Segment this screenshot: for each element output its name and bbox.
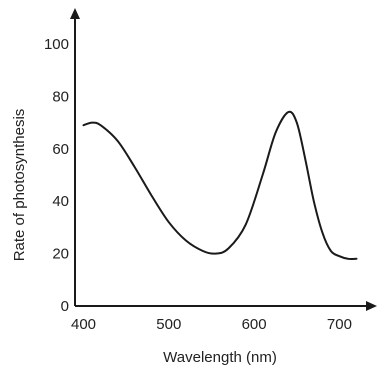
y-tick-label: 0 bbox=[61, 298, 69, 315]
x-tick-label: 700 bbox=[327, 316, 352, 333]
x-tick-labels: 400 500 600 700 bbox=[71, 316, 352, 333]
x-axis-title: Wavelength (nm) bbox=[163, 349, 277, 366]
y-tick-labels: 0 20 40 60 80 100 bbox=[44, 36, 69, 315]
y-axis-title: Rate of photosynthesis bbox=[11, 109, 28, 262]
y-tick-label: 20 bbox=[52, 246, 69, 263]
y-tick-label: 80 bbox=[52, 88, 69, 105]
x-tick-label: 500 bbox=[156, 316, 181, 333]
x-tick-label: 400 bbox=[71, 316, 96, 333]
y-axis-arrow bbox=[70, 8, 80, 19]
series-line bbox=[82, 110, 358, 261]
y-tick-label: 60 bbox=[52, 141, 69, 158]
x-axis-arrow bbox=[366, 301, 377, 311]
y-tick-label: 40 bbox=[52, 193, 69, 210]
x-tick-label: 600 bbox=[242, 316, 267, 333]
y-tick-label: 100 bbox=[44, 36, 69, 53]
